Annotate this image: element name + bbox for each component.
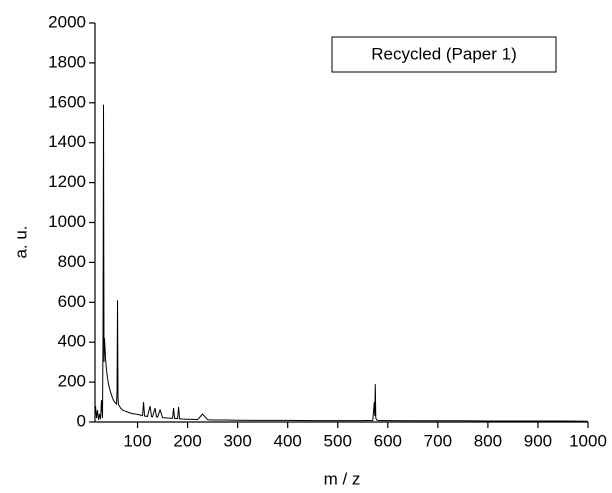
x-tick-label: 600	[374, 431, 402, 450]
y-tick-label: 200	[58, 372, 86, 391]
y-tick-label: 1600	[48, 92, 86, 111]
y-tick-label: 1000	[48, 212, 86, 231]
x-tick-label: 100	[123, 431, 151, 450]
x-axis-label: m / z	[324, 469, 361, 488]
legend-label: Recycled (Paper 1)	[371, 44, 517, 63]
y-tick-label: 800	[58, 252, 86, 271]
y-tick-label: 0	[77, 411, 86, 430]
y-tick-label: 1800	[48, 52, 86, 71]
x-tick-label: 900	[524, 431, 552, 450]
x-tick-label: 700	[424, 431, 452, 450]
y-tick-label: 400	[58, 332, 86, 351]
x-tick-label: 200	[173, 431, 201, 450]
x-tick-label: 500	[324, 431, 352, 450]
x-tick-label: 400	[274, 431, 302, 450]
spectrum-line	[95, 104, 589, 422]
x-tick-label: 1000	[569, 431, 607, 450]
y-tick-label: 2000	[48, 12, 86, 31]
x-tick-label: 800	[474, 431, 502, 450]
y-tick-label: 600	[58, 292, 86, 311]
legend-box	[331, 36, 557, 73]
x-tick-label: 300	[223, 431, 251, 450]
y-tick-label: 1200	[48, 172, 86, 191]
y-tick-label: 1400	[48, 132, 86, 151]
y-axis-label: a. u.	[11, 225, 30, 258]
